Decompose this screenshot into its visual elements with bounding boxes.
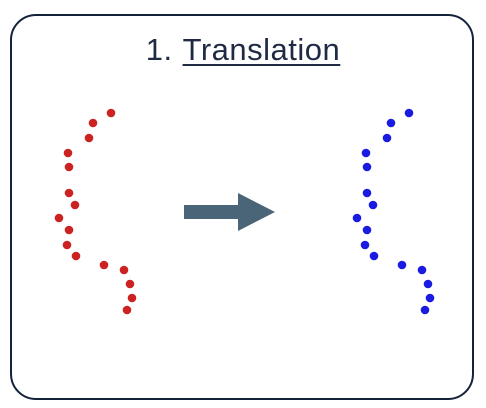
arrow-shaft [184, 205, 240, 219]
original-point [62, 240, 72, 250]
right-arrow-icon [184, 193, 275, 231]
original-point [106, 108, 116, 118]
translated-point [352, 213, 362, 223]
translated-point [360, 240, 370, 250]
arrow-head [238, 193, 275, 231]
translated-point [369, 251, 379, 261]
original-point [64, 162, 74, 172]
translated-point [362, 225, 372, 235]
translated-point-set [352, 108, 435, 315]
original-point [63, 148, 73, 158]
original-point [88, 118, 98, 128]
translated-point [368, 200, 378, 210]
original-point [122, 305, 132, 315]
original-point [64, 225, 74, 235]
translated-point [425, 293, 435, 303]
title-number: 1. [145, 32, 173, 67]
original-point [84, 133, 94, 143]
original-point-set [54, 108, 137, 315]
translated-point [397, 260, 407, 270]
translated-point [420, 305, 430, 315]
original-point [125, 279, 135, 289]
translated-point [362, 188, 372, 198]
translated-point [382, 133, 392, 143]
translated-point [361, 148, 371, 158]
original-point [99, 260, 109, 270]
original-point [70, 200, 80, 210]
slide-title: 1. Translation [0, 32, 486, 68]
original-point [54, 213, 64, 223]
original-point [119, 265, 129, 275]
translated-point [404, 108, 414, 118]
original-point [64, 188, 74, 198]
translated-point [417, 265, 427, 275]
translated-point [362, 162, 372, 172]
translated-point [386, 118, 396, 128]
original-point [127, 293, 137, 303]
title-word: Translation [182, 32, 341, 67]
original-point [71, 251, 81, 261]
translated-point [423, 279, 433, 289]
